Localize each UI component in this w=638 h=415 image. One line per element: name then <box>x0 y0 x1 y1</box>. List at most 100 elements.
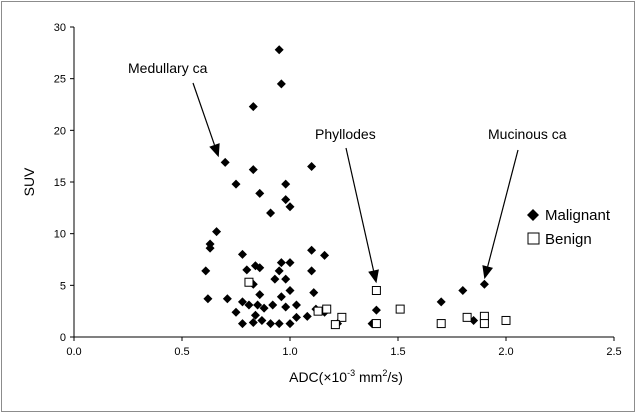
malignant-point <box>203 294 213 304</box>
malignant-point <box>320 250 330 260</box>
malignant-point <box>242 265 252 275</box>
y-axis-title: SUV <box>21 167 37 196</box>
legend-item-malignant: Malignant <box>527 207 611 224</box>
annotation-arrow-head <box>209 143 220 158</box>
x-tick-label: 2.0 <box>498 346 513 358</box>
annotation-label: Phyllodes <box>315 126 376 142</box>
malignant-point <box>307 266 317 276</box>
malignant-point <box>257 315 267 325</box>
malignant-point <box>371 305 381 315</box>
malignant-point <box>231 307 241 317</box>
x-axis-title-unit-exp: 2 <box>382 368 387 378</box>
malignant-point <box>281 274 291 284</box>
malignant-point <box>250 310 260 320</box>
y-tick-label: 10 <box>54 229 66 241</box>
x-tick-label: 0.5 <box>174 346 189 358</box>
axes <box>70 26 615 341</box>
malignant-point <box>274 45 284 55</box>
malignant-point <box>479 279 489 289</box>
x-tick-label: 2.5 <box>606 346 621 358</box>
malignant-point <box>307 162 317 171</box>
benign-point <box>395 304 405 314</box>
x-axis-title-main: ADC(×10 <box>289 369 347 385</box>
annotation-arrow-line <box>487 149 519 267</box>
annotation-label: Medullary ca <box>128 60 208 76</box>
annotation-arrow-head <box>482 265 493 280</box>
y-tick-label: 20 <box>54 125 66 137</box>
legend-marker-malignant <box>527 209 539 221</box>
tick-labels: 0.0 0.5 1.0 1.5 2.0 2.5 0 5 10 15 20 25 30 <box>54 22 622 358</box>
malignant-point <box>231 179 241 189</box>
malignant-point <box>281 179 291 189</box>
x-axis-title-tail: /s) <box>387 369 403 385</box>
malignant-point <box>285 258 295 268</box>
annotations: Medullary ca Phyllodes Mucinous ca <box>128 60 567 284</box>
benign-point <box>462 312 472 322</box>
x-axis-title-unit: mm <box>355 369 382 385</box>
malignant-point <box>268 300 278 310</box>
benign-point <box>337 312 347 322</box>
benign-point <box>371 286 381 295</box>
x-tick-label: 0.0 <box>66 346 81 358</box>
y-tick-label: 30 <box>54 22 66 34</box>
malignant-point <box>285 202 295 212</box>
benign-point <box>322 304 332 314</box>
benign-point <box>244 277 254 287</box>
benign-point <box>479 319 489 329</box>
legend-label-malignant: Malignant <box>545 207 611 224</box>
malignant-point <box>237 297 247 307</box>
malignant-point <box>307 245 317 255</box>
malignant-point <box>248 102 258 112</box>
malignant-point <box>274 266 284 276</box>
malignant-point <box>276 292 286 302</box>
legend-marker-benign <box>527 232 540 245</box>
malignant-point <box>274 319 284 329</box>
malignant-point <box>205 243 215 253</box>
legend-label-benign: Benign <box>545 231 592 248</box>
annotation-arrow-line <box>345 147 375 271</box>
y-tick-label: 0 <box>60 332 66 344</box>
y-tick-label: 5 <box>60 280 66 292</box>
malignant-point <box>259 303 269 313</box>
legend-item-benign: Benign <box>527 231 592 248</box>
malignant-point <box>244 300 254 310</box>
y-tick-label: 25 <box>54 74 66 86</box>
malignant-point <box>201 266 211 276</box>
malignant-point <box>276 79 286 89</box>
malignant-point <box>248 165 258 175</box>
benign-point <box>371 319 381 329</box>
benign-point <box>501 315 511 325</box>
malignant-point <box>237 319 247 329</box>
malignant-point <box>237 249 247 259</box>
malignant-point <box>291 312 301 322</box>
malignant-point <box>276 258 286 268</box>
x-tick-label: 1.5 <box>390 346 405 358</box>
x-tick-label: 1.0 <box>282 346 297 358</box>
malignant-point <box>222 294 232 304</box>
y-tick-label: 15 <box>54 177 66 189</box>
malignant-point <box>285 319 295 329</box>
x-axis-title: ADC(×10-3 mm2/s) <box>289 368 403 385</box>
malignant-point <box>266 319 276 329</box>
annotation-arrow-head <box>368 269 379 284</box>
malignant-point <box>458 286 468 295</box>
benign-point <box>313 306 323 316</box>
benign-point <box>330 320 340 330</box>
malignant-point <box>212 227 222 237</box>
malignant-point <box>220 157 230 167</box>
malignant-point <box>266 208 276 218</box>
malignant-point <box>281 195 291 205</box>
annotation-label: Mucinous ca <box>488 126 567 142</box>
malignant-point <box>291 300 301 310</box>
legend: Malignant Benign <box>527 207 611 248</box>
data-points <box>201 45 511 330</box>
malignant-point <box>270 274 280 284</box>
malignant-point <box>285 286 295 295</box>
malignant-point <box>281 302 291 312</box>
malignant-point <box>253 300 263 310</box>
malignant-point <box>302 311 312 321</box>
annotation-arrow-line <box>192 82 216 146</box>
malignant-point <box>309 288 319 298</box>
